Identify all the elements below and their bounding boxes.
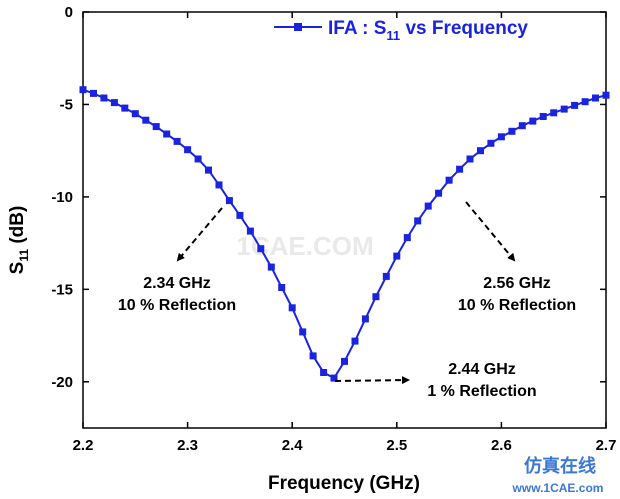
data-point-marker — [539, 113, 547, 120]
axis-ticks — [82, 11, 607, 428]
data-point-marker — [508, 127, 516, 135]
x-tick-label: 2.6 — [491, 437, 512, 454]
watermark-chinese: 仿真在线 — [524, 455, 596, 476]
data-point-marker — [592, 94, 599, 102]
data-point-marker — [121, 104, 129, 112]
data-point-marker — [361, 315, 369, 323]
y-tick-label: -10 — [51, 189, 73, 206]
data-point-marker — [288, 304, 296, 312]
data-point-marker — [330, 374, 338, 382]
data-point-marker — [173, 137, 181, 145]
data-point-marker — [267, 263, 275, 271]
data-point-marker — [309, 352, 317, 360]
data-point-marker — [163, 130, 171, 138]
data-point-marker — [550, 109, 558, 117]
data-point-marker — [393, 252, 401, 260]
data-point-marker — [79, 86, 87, 94]
data-point-marker — [90, 89, 97, 97]
annotation-arrow-2-56 — [465, 201, 516, 262]
data-point-marker — [152, 123, 160, 131]
y-tick-label: -5 — [60, 96, 73, 113]
data-point-marker — [257, 245, 265, 253]
data-point-marker — [215, 181, 223, 189]
y-tick-label: -20 — [51, 374, 73, 391]
data-point-marker — [351, 337, 359, 345]
data-point-marker — [424, 202, 432, 210]
data-point-marker — [194, 155, 202, 163]
data-point-marker — [341, 357, 348, 365]
series-markers — [79, 86, 610, 382]
annotation-2-44-reflection: 1 % Reflection — [427, 383, 536, 400]
y-tick-label: 0 — [65, 4, 73, 21]
data-point-marker — [225, 197, 233, 205]
axis-tick-labels: 2.2 2.3 2.4 2.5 2.6 2.7 0 -5 -10 -15 -20 — [51, 4, 616, 454]
data-point-marker — [382, 272, 390, 280]
y-tick-label: -15 — [51, 281, 73, 298]
data-point-marker — [320, 369, 328, 376]
data-point-marker — [581, 98, 589, 106]
data-point-marker — [435, 189, 443, 197]
legend-marker-swatch — [294, 23, 302, 31]
x-axis-title: Frequency (GHz) — [268, 473, 420, 494]
data-point-marker — [560, 105, 568, 113]
annotation-2-56-freq: 2.56 GHz — [483, 275, 551, 292]
data-point-marker — [477, 147, 484, 155]
data-point-marker — [246, 227, 254, 235]
data-point-marker — [602, 91, 610, 99]
data-point-marker — [236, 211, 244, 219]
data-point-marker — [529, 117, 537, 125]
data-point-marker — [372, 293, 380, 301]
annotation-2-56-reflection: 10 % Reflection — [458, 297, 576, 314]
data-point-marker — [456, 165, 464, 173]
data-point-marker — [184, 146, 192, 154]
data-point-marker — [445, 176, 453, 184]
data-point-marker — [278, 284, 286, 291]
x-tick-label: 2.5 — [386, 437, 407, 454]
corner-watermark-logo: 仿真在线 www.1CAE.com — [512, 455, 604, 495]
x-tick-label: 2.3 — [177, 437, 198, 454]
data-point-marker — [497, 133, 505, 141]
data-point-marker — [518, 122, 526, 130]
annotation-arrow-2-44 — [334, 376, 410, 385]
data-point-marker — [131, 110, 139, 118]
x-tick-label: 2.4 — [282, 437, 304, 454]
data-point-marker — [414, 217, 422, 225]
watermark-text: 1CAE.COM — [236, 231, 373, 261]
data-point-marker — [466, 155, 474, 163]
x-tick-label: 2.2 — [73, 437, 94, 454]
plot-frame — [82, 11, 607, 429]
annotation-arrow-2-34 — [176, 207, 223, 262]
annotation-2-34-reflection: 10 % Reflection — [118, 297, 236, 314]
y-axis-title: S11 (dB) — [7, 206, 31, 275]
data-point-marker — [205, 166, 212, 174]
data-point-marker — [571, 101, 579, 109]
annotation-2-34-freq: 2.34 GHz — [143, 275, 211, 292]
annotation-2-44-freq: 2.44 GHz — [448, 361, 516, 378]
legend-label: IFA : S11 vs Frequency — [328, 18, 528, 43]
watermark-url: www.1CAE.com — [512, 481, 604, 495]
data-point-marker — [110, 99, 118, 107]
data-point-marker — [100, 94, 108, 102]
x-tick-label: 2.7 — [596, 437, 617, 454]
data-point-marker — [299, 328, 307, 336]
data-point-marker — [403, 234, 411, 242]
legend: IFA : S11 vs Frequency — [274, 18, 528, 43]
data-point-marker — [487, 139, 495, 147]
data-point-marker — [142, 116, 150, 124]
